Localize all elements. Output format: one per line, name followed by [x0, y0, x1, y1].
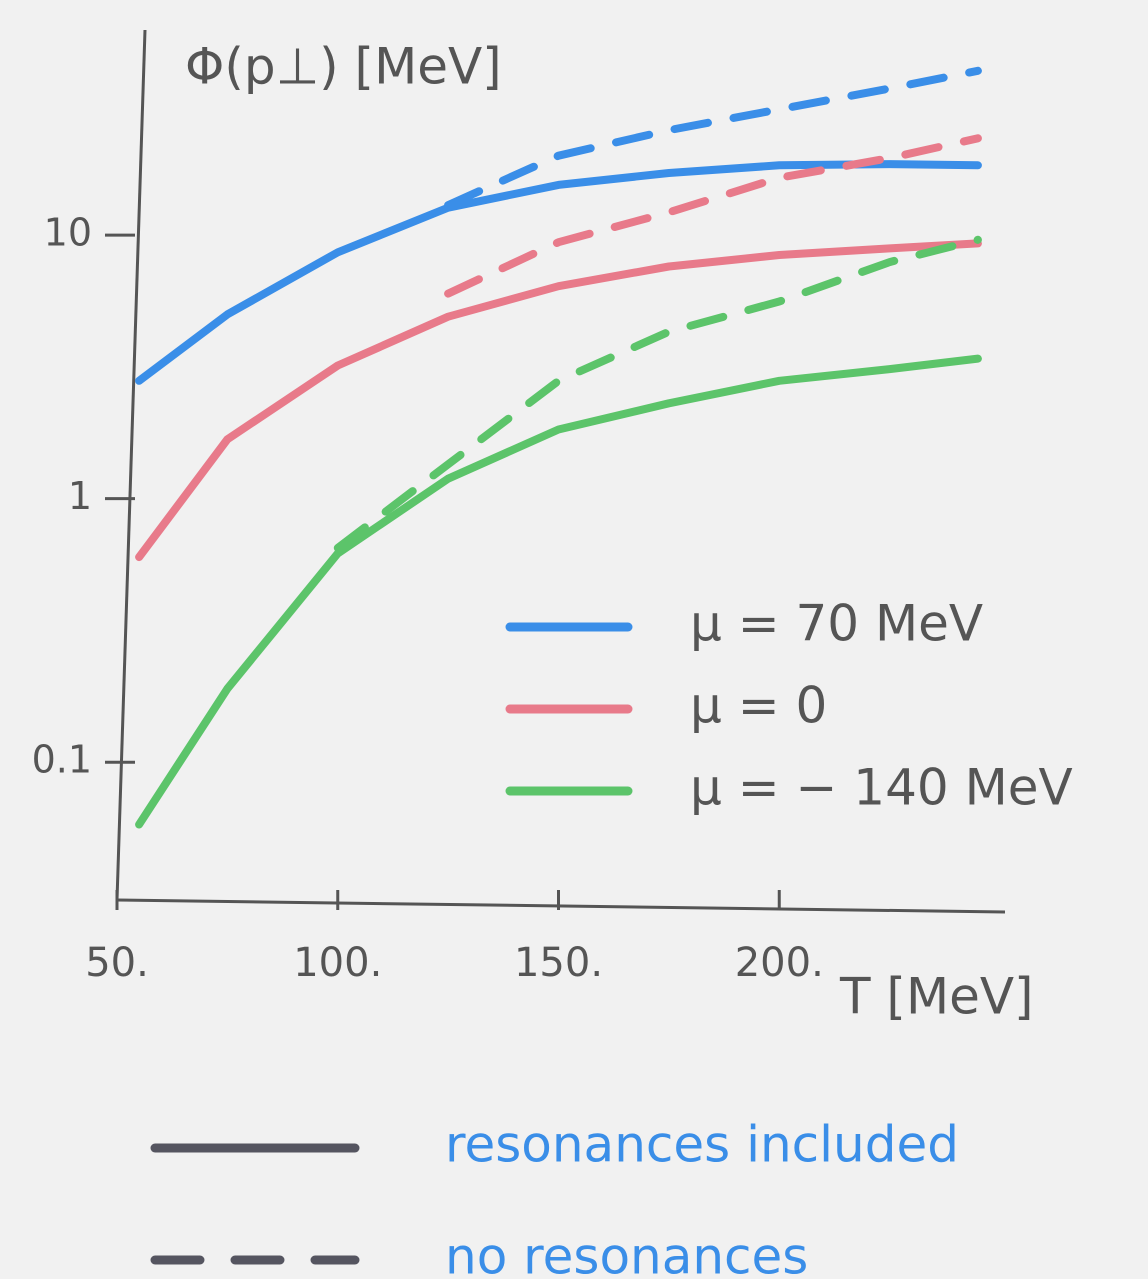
dashed-line: [448, 71, 978, 205]
x-tick-label: 150.: [514, 940, 603, 986]
x-tick-label: 50.: [85, 940, 149, 986]
legend-label: μ = 0: [690, 677, 827, 735]
y-axis: [117, 30, 145, 900]
y-axis-label: Φ(p⊥) [MeV]: [185, 38, 502, 96]
solid-line: [139, 359, 978, 825]
x-axis-label: T [MeV]: [839, 968, 1034, 1026]
x-tick-label: 100.: [293, 940, 382, 986]
x-axis: [117, 900, 1005, 912]
dashed-line: [338, 240, 978, 548]
solid-line: [139, 164, 978, 381]
y-tick-label: 0.1: [32, 738, 92, 782]
chart: Φ(p⊥) [MeV] T [MeV] 50. 100. 150. 200. 0.1 1 1…: [0, 0, 1148, 1279]
legend-style-label: no resonances: [445, 1228, 808, 1279]
legend-label: μ = − 140 MeV: [690, 759, 1073, 817]
x-tick-label: 200.: [735, 940, 824, 986]
y-tick-label: 1: [68, 474, 92, 518]
legend-style-label: resonances included: [445, 1116, 959, 1174]
legend-label: μ = 70 MeV: [690, 595, 983, 653]
y-tick-label: 10: [44, 211, 92, 255]
